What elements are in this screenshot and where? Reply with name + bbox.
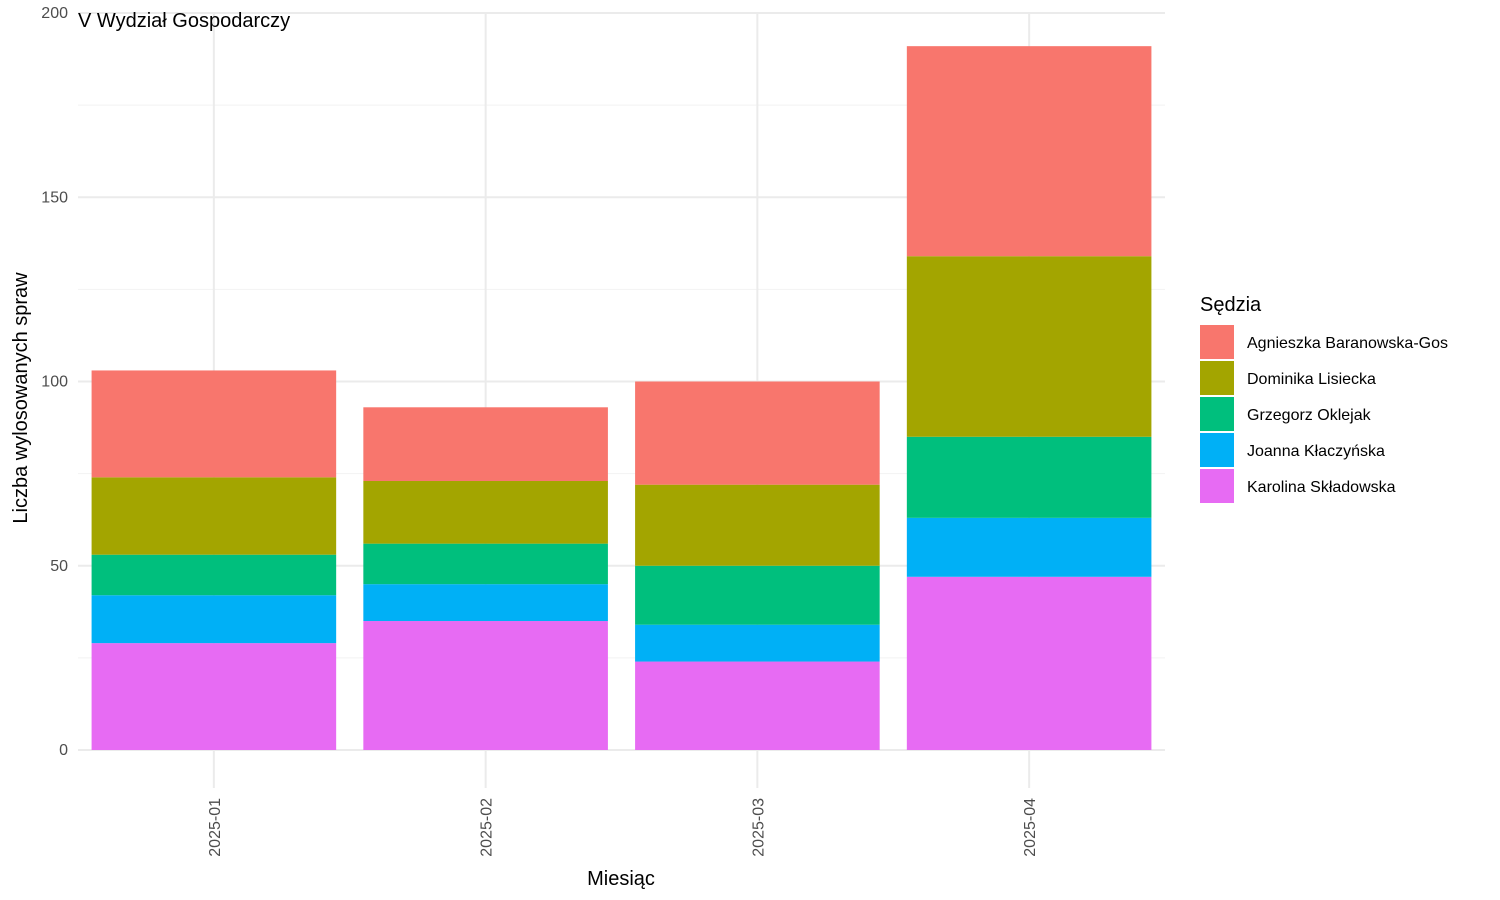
legend-label: Karolina Składowska: [1247, 479, 1396, 496]
bars-layer: [91, 46, 1152, 750]
y-tick-label: 150: [41, 189, 68, 206]
bar-segment: [635, 565, 880, 625]
legend-swatch: [1200, 433, 1234, 467]
bar-segment: [91, 370, 337, 478]
y-tick-label: 0: [59, 742, 68, 759]
legend-swatch: [1200, 469, 1234, 503]
x-tick-label: 2025-03: [750, 798, 767, 857]
bar-segment: [906, 46, 1152, 257]
bar-segment: [363, 407, 608, 481]
x-tick-label: 2025-04: [1022, 798, 1039, 857]
legend: Sędzia Agnieszka Baranowska-Gos Dominika …: [1200, 294, 1448, 503]
x-tick-label: 2025-02: [479, 798, 496, 857]
bar-segment: [906, 256, 1152, 437]
x-axis-ticks: 2025-01 2025-02 2025-03 2025-04: [207, 798, 1039, 857]
bar-segment: [91, 477, 337, 555]
bar-segment: [363, 584, 608, 622]
y-tick-label: 200: [41, 5, 68, 22]
bar-segment: [635, 624, 880, 662]
bar-segment: [91, 595, 337, 644]
x-axis-title: Miesiąc: [587, 868, 655, 890]
legend-title: Sędzia: [1200, 294, 1262, 316]
y-axis-ticks: 0 50 100 150 200: [41, 5, 68, 759]
y-tick-label: 100: [41, 374, 68, 391]
bar-segment: [91, 554, 337, 596]
bar-segment: [363, 480, 608, 544]
bar-segment: [906, 517, 1152, 577]
bar-segment: [906, 436, 1152, 518]
y-axis-title: Liczba wylosowanych spraw: [10, 272, 32, 524]
bar-segment: [635, 661, 880, 750]
legend-swatch: [1200, 361, 1234, 395]
bar-segment: [906, 576, 1152, 750]
bar-segment: [635, 381, 880, 485]
bar-segment: [635, 484, 880, 566]
chart-title: V Wydział Gospodarczy: [78, 10, 290, 32]
x-tick-label: 2025-01: [207, 798, 224, 857]
legend-swatch: [1200, 325, 1234, 359]
legend-label: Grzegorz Oklejak: [1247, 407, 1372, 424]
bar-segment: [91, 643, 337, 750]
bar-segment: [363, 621, 608, 750]
bar-segment: [363, 543, 608, 585]
legend-swatch: [1200, 397, 1234, 431]
legend-label: Dominika Lisiecka: [1247, 371, 1376, 388]
legend-label: Agnieszka Baranowska-Gos: [1247, 335, 1448, 352]
y-tick-label: 50: [50, 558, 68, 575]
legend-label: Joanna Kłaczyńska: [1247, 443, 1385, 460]
